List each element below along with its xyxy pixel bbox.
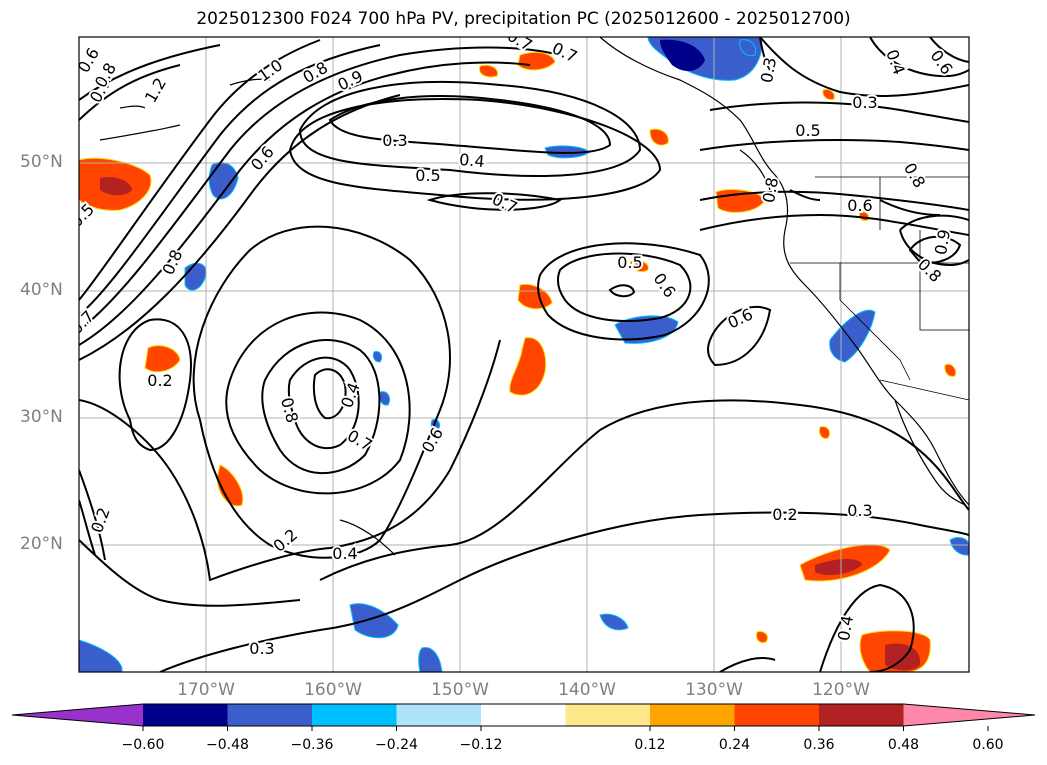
precip-patch bbox=[208, 161, 239, 200]
colorbar-segment bbox=[565, 704, 651, 726]
colorbar-tick-label: −0.60 bbox=[121, 737, 165, 753]
colorbar-tick-label: 0.60 bbox=[972, 737, 1004, 753]
precip-patch bbox=[216, 464, 244, 507]
lat-label-50n: 50°N bbox=[20, 152, 63, 172]
precip-patch bbox=[739, 39, 757, 57]
precip-patch bbox=[819, 426, 831, 439]
precip-patch bbox=[660, 39, 705, 72]
contour-label: 0.4 bbox=[332, 544, 357, 563]
precip-patch bbox=[949, 537, 969, 556]
contour-label: 0.5 bbox=[415, 166, 440, 185]
precip-patch bbox=[349, 603, 399, 639]
coastlines bbox=[99, 37, 969, 556]
contour-label: 0.3 bbox=[249, 639, 274, 658]
contour-label: 0.5 bbox=[617, 253, 642, 272]
contour-label: 0.2 bbox=[772, 505, 797, 524]
colorbar-segment bbox=[227, 704, 313, 726]
colorbar-tick-label: 0.48 bbox=[887, 737, 920, 753]
precip-patch bbox=[944, 363, 957, 377]
contour-label: 0.3 bbox=[852, 93, 877, 112]
lon-label-130w: 130°W bbox=[685, 680, 743, 700]
colorbar-segment bbox=[396, 704, 482, 726]
precip-patch bbox=[79, 639, 123, 672]
colorbar-tick-label: 0.24 bbox=[718, 737, 751, 753]
precip-patch bbox=[100, 177, 132, 196]
colorbar-arrow-left bbox=[12, 704, 143, 726]
precip-patch bbox=[815, 558, 862, 576]
precip-patch bbox=[756, 631, 768, 643]
precip-patch bbox=[418, 646, 443, 672]
lon-label-140w: 140°W bbox=[558, 680, 616, 700]
precip-patch bbox=[509, 337, 547, 396]
pv-contours bbox=[79, 37, 969, 672]
lat-label-30n: 30°N bbox=[20, 407, 63, 427]
colorbar-segment bbox=[819, 704, 904, 726]
colorbar-segment bbox=[650, 704, 735, 726]
contour-label: 0.3 bbox=[847, 501, 872, 520]
precip-patch bbox=[822, 89, 835, 100]
colorbar-segment bbox=[481, 704, 566, 726]
contour-label: 0.2 bbox=[772, 505, 797, 524]
contour-label: 0.4 bbox=[458, 150, 485, 171]
lat-label-20n: 20°N bbox=[20, 534, 63, 554]
contour-label: 0.2 bbox=[147, 371, 172, 390]
precip-patch bbox=[629, 260, 649, 273]
colorbar-tick-label: −0.24 bbox=[375, 737, 418, 753]
lon-label-150w: 150°W bbox=[431, 680, 489, 700]
precip-patch bbox=[885, 643, 921, 671]
map-frame bbox=[78, 36, 970, 673]
precip-patches bbox=[79, 51, 957, 672]
colorbar-segment bbox=[734, 704, 820, 726]
lat-label-40n: 40°N bbox=[20, 280, 63, 300]
contour-label: 0.3 bbox=[382, 131, 407, 150]
lon-label-120w: 120°W bbox=[812, 680, 870, 700]
contour-label: 0.6 bbox=[847, 196, 872, 215]
colorbar-tick-label: −0.36 bbox=[290, 737, 334, 753]
colorbar-segment bbox=[143, 704, 228, 726]
precip-patch bbox=[599, 613, 629, 631]
contour-label: 0.5 bbox=[795, 121, 820, 140]
precip-patch bbox=[144, 345, 181, 373]
precip-patch bbox=[372, 351, 383, 363]
precip-patch bbox=[479, 64, 499, 78]
lon-label-170w: 170°W bbox=[177, 680, 235, 700]
colorbar-segment bbox=[312, 704, 397, 726]
colorbar bbox=[11, 703, 1036, 731]
lon-label-160w: 160°W bbox=[304, 680, 362, 700]
colorbar-tick-label: −0.12 bbox=[459, 737, 503, 753]
figure-title: 2025012300 F024 700 hPa PV, precipitatio… bbox=[196, 9, 851, 29]
precip-patch bbox=[649, 128, 669, 146]
colorbar-tick-label: −0.48 bbox=[206, 737, 249, 753]
colorbar-arrow-right bbox=[903, 704, 1035, 726]
precip-patches-negative bbox=[79, 37, 969, 672]
colorbar-tick-label: 0.36 bbox=[803, 737, 835, 753]
state-borders bbox=[790, 176, 969, 401]
colorbar-tick-label: 0.12 bbox=[634, 737, 666, 753]
